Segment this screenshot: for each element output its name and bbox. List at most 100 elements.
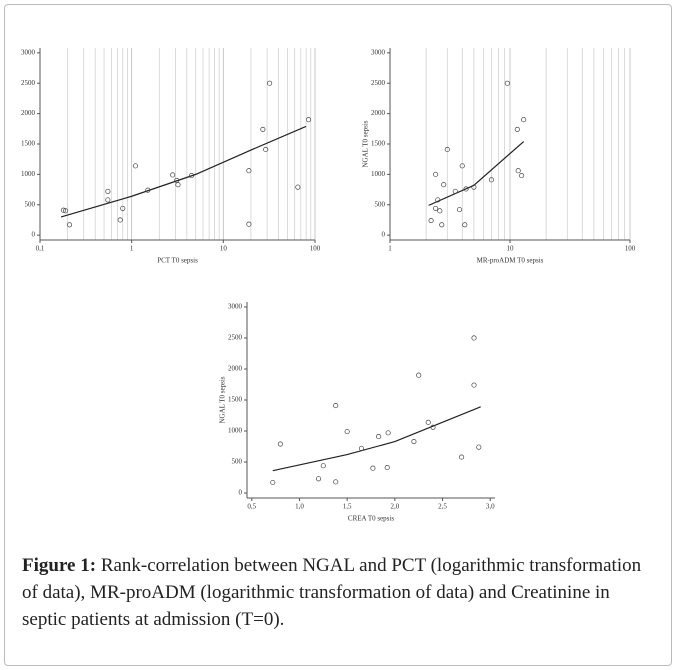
x-tick-label: 2,5 xyxy=(438,503,447,511)
x-tick-label: 2,0 xyxy=(390,503,399,511)
data-point xyxy=(462,222,468,228)
data-point xyxy=(476,444,482,450)
figure-frame xyxy=(4,4,672,666)
data-point xyxy=(385,430,391,436)
data-point xyxy=(333,479,339,485)
data-point xyxy=(270,479,276,486)
data-point xyxy=(457,207,463,213)
y-tick-label: 2500 xyxy=(21,79,36,87)
y-tick-label: 0 xyxy=(32,231,36,239)
data-point xyxy=(246,168,252,174)
x-tick-label: 0,1 xyxy=(36,245,45,253)
data-point xyxy=(132,163,139,169)
data-point xyxy=(263,146,269,153)
x-tick-label: 100 xyxy=(625,245,636,253)
data-point xyxy=(66,222,73,228)
x-tick-label: 1 xyxy=(388,245,392,253)
data-point xyxy=(514,126,520,132)
y-tick-label: 2500 xyxy=(228,334,243,342)
data-point xyxy=(295,184,301,190)
data-point xyxy=(105,188,111,194)
data-point xyxy=(277,441,283,447)
data-point xyxy=(463,186,469,192)
data-point xyxy=(459,454,465,460)
data-point xyxy=(188,173,195,179)
x-tick-label: 1 xyxy=(130,245,134,253)
data-point xyxy=(504,80,510,86)
data-point xyxy=(428,218,434,224)
caption-text: Rank-correlation between NGAL and PCT (l… xyxy=(22,555,642,630)
y-tick-label: 1500 xyxy=(371,140,386,148)
caption-label: Figure 1: xyxy=(22,555,97,576)
data-point xyxy=(471,335,477,341)
data-point xyxy=(63,208,69,214)
y-tick-label: 1500 xyxy=(228,396,243,404)
y-tick-label: 0 xyxy=(239,489,243,497)
y-tick-label: 2000 xyxy=(21,109,36,117)
y-axis-label: NGAL T0 sepsis xyxy=(362,120,370,167)
data-point xyxy=(260,126,266,132)
data-point xyxy=(471,382,477,388)
x-tick-label: 10 xyxy=(507,245,515,253)
fit-line xyxy=(60,125,307,218)
data-point xyxy=(452,188,458,194)
data-point xyxy=(246,221,252,227)
x-tick-label: 100 xyxy=(310,245,321,253)
y-tick-label: 500 xyxy=(232,458,243,466)
y-tick-label: 1500 xyxy=(21,140,36,148)
data-point xyxy=(145,187,151,193)
x-tick-label: 1,0 xyxy=(295,503,304,511)
data-point xyxy=(435,197,441,203)
data-point xyxy=(411,439,417,445)
y-tick-label: 0 xyxy=(382,231,386,239)
data-point xyxy=(439,222,445,228)
y-tick-label: 2000 xyxy=(371,109,386,117)
x-tick-label: 3,0 xyxy=(486,503,495,511)
data-point xyxy=(320,463,326,469)
data-point xyxy=(333,403,339,409)
y-tick-label: 3000 xyxy=(228,303,243,311)
y-tick-label: 2500 xyxy=(371,79,386,87)
data-point xyxy=(170,172,176,178)
x-tick-label: 1,5 xyxy=(343,503,352,511)
y-tick-label: 500 xyxy=(375,200,386,208)
data-point xyxy=(515,168,521,174)
data-point xyxy=(370,465,376,471)
data-point xyxy=(519,173,525,179)
data-point xyxy=(376,434,382,440)
data-point xyxy=(175,182,181,188)
data-point xyxy=(471,184,477,190)
fit-line xyxy=(428,141,525,206)
data-point xyxy=(315,476,322,482)
data-point xyxy=(120,205,126,211)
y-tick-label: 500 xyxy=(25,200,36,208)
data-point xyxy=(521,117,527,123)
fit-line xyxy=(272,406,481,472)
y-tick-label: 1000 xyxy=(21,170,36,178)
data-point xyxy=(105,197,111,203)
data-point xyxy=(344,429,350,435)
data-point xyxy=(358,445,365,451)
data-point xyxy=(117,217,123,223)
x-axis-label: PCT T0 sepsis xyxy=(157,257,198,265)
y-tick-label: 3000 xyxy=(371,48,386,56)
data-point xyxy=(437,208,443,214)
x-tick-label: 0,5 xyxy=(247,503,256,511)
data-point xyxy=(267,80,273,86)
data-point xyxy=(430,424,436,430)
y-tick-label: 2000 xyxy=(228,365,243,373)
data-point xyxy=(433,171,439,177)
x-tick-label: 10 xyxy=(220,245,228,253)
data-point xyxy=(425,419,431,425)
y-tick-label: 3000 xyxy=(21,48,36,56)
data-point xyxy=(60,207,66,213)
caption: Figure 1: Rank-correlation between NGAL … xyxy=(22,552,652,633)
data-point xyxy=(305,117,312,123)
y-tick-label: 1000 xyxy=(228,427,243,435)
data-point xyxy=(459,163,465,169)
x-axis-label: MR-proADM T0 sepsis xyxy=(477,257,544,265)
data-point xyxy=(444,146,450,153)
data-point xyxy=(441,182,447,188)
y-axis-label: NGAL T0 sepsis xyxy=(219,376,227,423)
